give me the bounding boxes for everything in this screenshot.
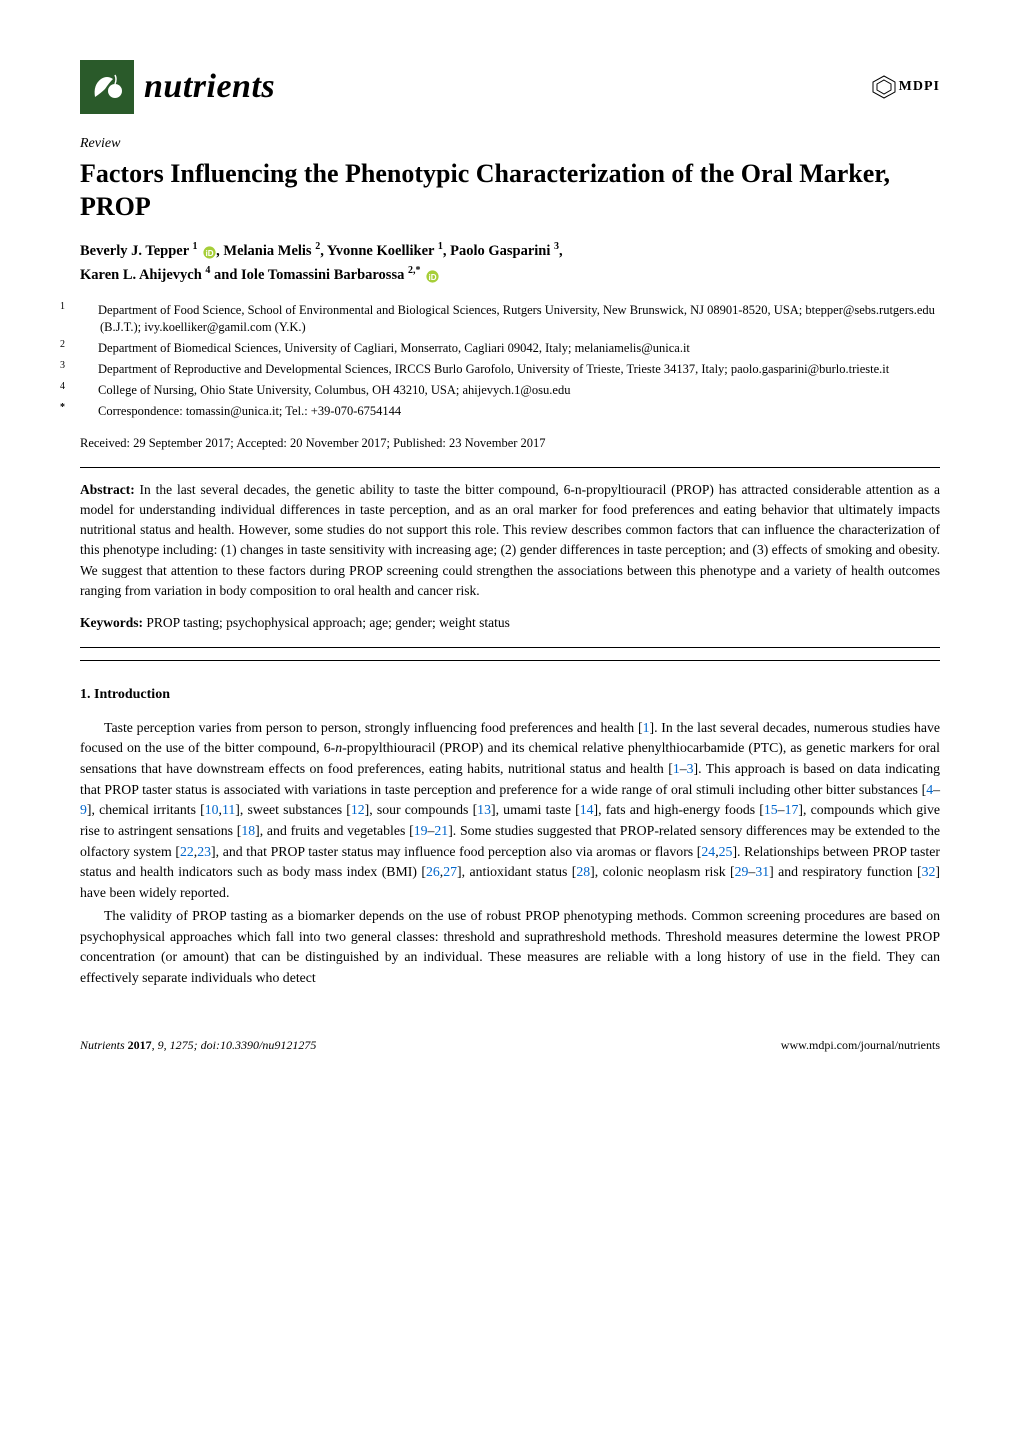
orcid-icon: iD	[426, 269, 439, 282]
orcid-icon: iD	[203, 245, 216, 258]
divider	[80, 647, 940, 648]
header: nutrients MDPI	[80, 60, 940, 114]
authors: Beverly J. Tepper 1 iD, Melania Melis 2,…	[80, 239, 940, 286]
keywords-label: Keywords:	[80, 615, 143, 630]
abstract-label: Abstract:	[80, 482, 135, 497]
mdpi-icon	[871, 74, 897, 100]
affiliation-1: 1Department of Food Science, School of E…	[100, 300, 940, 336]
ref-link[interactable]: 32	[922, 864, 936, 879]
ref-link[interactable]: 9	[80, 802, 87, 817]
ref-link[interactable]: 22	[180, 844, 194, 859]
article-title: Factors Influencing the Phenotypic Chara…	[80, 158, 940, 223]
affiliation-2: 2Department of Biomedical Sciences, Univ…	[100, 338, 940, 357]
ref-link[interactable]: 14	[580, 802, 594, 817]
publisher-logo: MDPI	[871, 74, 940, 100]
section-heading-intro: 1. Introduction	[80, 685, 940, 705]
svg-text:iD: iD	[429, 273, 437, 282]
ref-link[interactable]: 28	[576, 864, 590, 879]
ref-link[interactable]: 1	[673, 761, 680, 776]
ref-link[interactable]: 27	[443, 864, 457, 879]
ref-link[interactable]: 19	[414, 823, 428, 838]
ref-link[interactable]: 31	[755, 864, 769, 879]
ref-link[interactable]: 11	[222, 802, 235, 817]
author-5: Karen L. Ahijevych	[80, 267, 205, 283]
abstract: Abstract: In the last several decades, t…	[80, 480, 940, 602]
publisher-name: MDPI	[899, 77, 940, 97]
nutrients-logo-icon	[80, 60, 134, 114]
affiliation-3: 3Department of Reproductive and Developm…	[100, 359, 940, 378]
abstract-box: Abstract: In the last several decades, t…	[80, 467, 940, 662]
svg-text:iD: iD	[206, 249, 214, 258]
ref-link[interactable]: 26	[426, 864, 440, 879]
journal-logo: nutrients	[80, 60, 275, 114]
footer-right[interactable]: www.mdpi.com/journal/nutrients	[781, 1037, 940, 1054]
journal-name: nutrients	[144, 62, 275, 111]
ref-link[interactable]: 17	[785, 802, 799, 817]
affiliation-4: 4College of Nursing, Ohio State Universi…	[100, 380, 940, 399]
article-dates: Received: 29 September 2017; Accepted: 2…	[80, 434, 940, 452]
ref-link[interactable]: 18	[241, 823, 255, 838]
author-1: Beverly J. Tepper	[80, 243, 193, 259]
footer-left: Nutrients 2017, 9, 1275; doi:10.3390/nu9…	[80, 1037, 316, 1054]
article-type: Review	[80, 134, 940, 154]
page-footer: Nutrients 2017, 9, 1275; doi:10.3390/nu9…	[80, 1037, 940, 1054]
ref-link[interactable]: 23	[197, 844, 211, 859]
paragraph-2: The validity of PROP tasting as a biomar…	[80, 906, 940, 989]
ref-link[interactable]: 3	[687, 761, 694, 776]
ref-link[interactable]: 24	[701, 844, 715, 859]
ref-link[interactable]: 10	[205, 802, 219, 817]
ref-link[interactable]: 12	[351, 802, 365, 817]
ref-link[interactable]: 21	[434, 823, 448, 838]
ref-link[interactable]: 25	[719, 844, 733, 859]
ref-link[interactable]: 13	[477, 802, 491, 817]
ref-link[interactable]: 15	[764, 802, 778, 817]
body-text: Taste perception varies from person to p…	[80, 718, 940, 989]
ref-link[interactable]: 29	[735, 864, 749, 879]
keywords: Keywords: PROP tasting; psychophysical a…	[80, 613, 940, 633]
affiliations: 1Department of Food Science, School of E…	[80, 300, 940, 420]
correspondence: *Correspondence: tomassin@unica.it; Tel.…	[100, 401, 940, 420]
paragraph-1: Taste perception varies from person to p…	[80, 718, 940, 904]
